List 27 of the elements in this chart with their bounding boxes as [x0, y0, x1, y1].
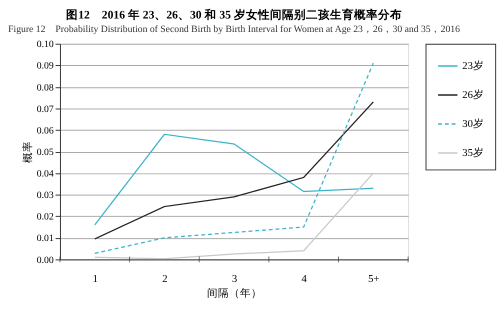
y-tick-label: 0.08 [36, 82, 54, 94]
x-axis-title: 间隔（年） [207, 288, 262, 300]
x-tick-label: 1 [92, 274, 98, 286]
chart-subtitle: Figure 12 Probability Distribution of Second Birth by Birth Interval for Women at Age 23，26，30 and 35，2016 [8, 24, 460, 36]
chart-title: 图12 2016 年 23、26、30 和 35 岁女性间隔别二孩生育概率分布 [66, 8, 402, 22]
legend-label: 23岁 [462, 60, 484, 72]
legend-label: 35岁 [462, 146, 484, 159]
y-tick-label: 0.10 [36, 39, 54, 50]
line-series [94, 101, 374, 240]
y-tick-label: 0.07 [36, 104, 54, 115]
y-axis-title: 概率 [20, 141, 34, 164]
y-tick-label: 0.05 [36, 146, 54, 158]
line-series [94, 62, 374, 254]
y-tick-label: 0.01 [36, 233, 54, 244]
x-tick-label: 2 [162, 274, 168, 286]
legend-label: 30岁 [462, 118, 484, 130]
y-tick-label: 0.06 [36, 125, 54, 136]
y-tick-label: 0.00 [36, 254, 54, 266]
y-tick-label: 0.02 [36, 212, 54, 223]
line-series [94, 172, 374, 260]
x-tick-label: 4 [302, 274, 308, 286]
x-tick-label: 5+ [368, 274, 380, 286]
y-tick-label: 0.03 [36, 190, 54, 202]
y-tick-label: 0.09 [36, 60, 54, 72]
y-tick-label: 0.04 [36, 168, 54, 180]
x-tick-label: 3 [232, 274, 238, 286]
legend-label: 26岁 [462, 88, 484, 101]
